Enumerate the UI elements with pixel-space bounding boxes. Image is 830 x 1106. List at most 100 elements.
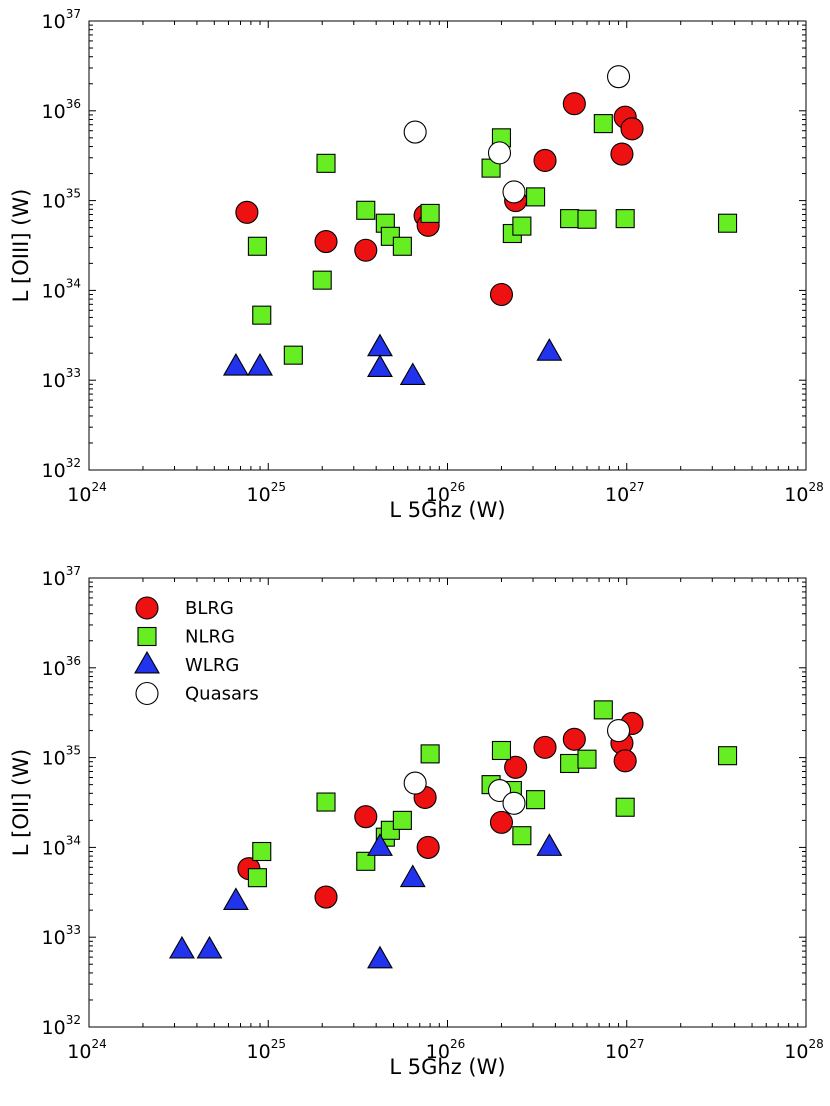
data-point-square bbox=[356, 200, 376, 220]
y-tick-label-exponent: 37 bbox=[66, 7, 81, 21]
data-point-circle bbox=[489, 282, 514, 307]
data-point-circle bbox=[504, 755, 528, 779]
series-group-0 bbox=[235, 92, 644, 307]
data-point-circle bbox=[620, 117, 644, 141]
data-point-square bbox=[252, 841, 272, 862]
y-tick-label: 1032 bbox=[42, 1013, 81, 1039]
data-point-square bbox=[283, 345, 303, 365]
data-point-circle bbox=[314, 229, 338, 254]
data-point-circle bbox=[562, 92, 586, 116]
x-tick-label-base: 10 bbox=[426, 484, 450, 506]
data-point-triangle bbox=[367, 354, 393, 378]
data-point-circle bbox=[533, 735, 557, 759]
y-tick-label-exponent: 32 bbox=[66, 1013, 81, 1027]
y-tick-label: 1034 bbox=[42, 276, 81, 302]
y-tick-label: 1036 bbox=[42, 654, 81, 680]
data-point-square bbox=[316, 153, 336, 173]
data-point-square bbox=[577, 209, 597, 229]
x-tick-label: 1028 bbox=[784, 480, 823, 506]
y-tick-label: 1034 bbox=[42, 833, 81, 859]
x-tick-label-base: 10 bbox=[247, 484, 271, 506]
data-point-square bbox=[717, 213, 738, 233]
y-tick-label-base: 10 bbox=[42, 927, 66, 949]
data-point-circle bbox=[314, 885, 338, 909]
legend: BLRG NLRG WLRG Quasars bbox=[134, 596, 259, 706]
y-tick-label-exponent: 35 bbox=[66, 744, 81, 758]
data-point-square bbox=[560, 209, 580, 229]
legend-label: WLRG bbox=[185, 655, 239, 676]
x-tick-label-base: 10 bbox=[784, 484, 808, 506]
legend-marker-circle bbox=[135, 596, 159, 620]
data-point-square bbox=[420, 744, 440, 764]
x-tick-label: 1026 bbox=[426, 480, 465, 506]
data-point-square bbox=[512, 216, 532, 236]
data-point-circle bbox=[606, 65, 631, 89]
series-quasars bbox=[403, 719, 631, 815]
x-tick-label-base: 10 bbox=[247, 1041, 271, 1063]
x-tick-label-exponent: 24 bbox=[91, 480, 106, 494]
x-tick-label-exponent: 27 bbox=[629, 1037, 644, 1051]
oii-scatter-panel: 1024 1025 1026 1027 102810321033103410351036… bbox=[9, 564, 824, 1079]
data-point-square bbox=[312, 270, 332, 290]
legend-marker-square bbox=[137, 626, 157, 647]
y-tick-label-base: 10 bbox=[42, 460, 66, 482]
legend-marker-circle bbox=[135, 681, 159, 706]
x-tick-label: 1028 bbox=[784, 1037, 823, 1063]
y-tick-label-exponent: 33 bbox=[66, 366, 81, 380]
y-tick-label-exponent: 36 bbox=[66, 654, 81, 668]
x-tick-label-exponent: 25 bbox=[271, 480, 286, 494]
data-point-circle bbox=[354, 238, 378, 262]
data-point-triangle bbox=[222, 887, 249, 910]
x-tick-label-base: 10 bbox=[67, 484, 91, 506]
x-tick-label-base: 10 bbox=[605, 1041, 629, 1063]
data-point-triangle bbox=[536, 833, 563, 856]
x-tick-label-exponent: 27 bbox=[629, 480, 644, 494]
y-tick-label-exponent: 35 bbox=[66, 187, 81, 201]
y-tick-label-base: 10 bbox=[42, 280, 66, 302]
plot-area-frame bbox=[88, 20, 807, 471]
data-point-triangle bbox=[399, 864, 426, 888]
legend-label: BLRG bbox=[185, 598, 234, 619]
x-tick-label-exponent: 25 bbox=[271, 1037, 286, 1051]
data-point-square bbox=[717, 746, 738, 766]
data-point-square bbox=[526, 790, 546, 810]
data-point-square bbox=[247, 868, 267, 888]
data-point-triangle bbox=[168, 935, 195, 959]
y-tick-label-base: 10 bbox=[42, 1017, 66, 1039]
x-tick-label: 1024 bbox=[67, 1037, 106, 1063]
data-point-square bbox=[512, 826, 532, 846]
x-tick-label-base: 10 bbox=[784, 1041, 808, 1063]
data-point-circle bbox=[416, 835, 440, 859]
data-point-triangle bbox=[247, 352, 273, 376]
y-tick-label: 1037 bbox=[42, 7, 81, 33]
y-tick-label-exponent: 32 bbox=[66, 456, 81, 470]
data-point-circle bbox=[403, 120, 427, 144]
y-tick-label-exponent: 34 bbox=[66, 833, 81, 847]
data-point-triangle bbox=[367, 833, 393, 856]
y-tick-label: 1037 bbox=[42, 564, 81, 590]
x-tick-label-exponent: 26 bbox=[450, 1037, 465, 1051]
y-tick-label-base: 10 bbox=[42, 191, 66, 213]
data-point-circle bbox=[562, 727, 586, 751]
data-point-square bbox=[526, 187, 546, 207]
y-tick-label-base: 10 bbox=[42, 101, 66, 123]
series-group-1 bbox=[247, 114, 738, 365]
data-point-square bbox=[392, 236, 412, 256]
data-point-square bbox=[615, 797, 635, 817]
data-point-square bbox=[392, 810, 412, 830]
data-point-triangle bbox=[536, 338, 563, 361]
y-tick-label-base: 10 bbox=[42, 568, 66, 590]
series-group-2 bbox=[222, 333, 563, 386]
x-tick-label-base: 10 bbox=[426, 1041, 450, 1063]
x-tick-label: 1025 bbox=[247, 480, 286, 506]
data-point-circle bbox=[487, 141, 512, 165]
data-point-circle bbox=[502, 791, 526, 815]
data-point-triangle bbox=[196, 935, 223, 959]
x-tick-label-exponent: 26 bbox=[450, 480, 465, 494]
data-point-circle bbox=[502, 180, 526, 204]
y-tick-label: 1032 bbox=[42, 456, 81, 482]
y-tick-label: 1035 bbox=[42, 187, 81, 213]
data-point-square bbox=[252, 305, 272, 325]
data-point-square bbox=[316, 792, 336, 812]
